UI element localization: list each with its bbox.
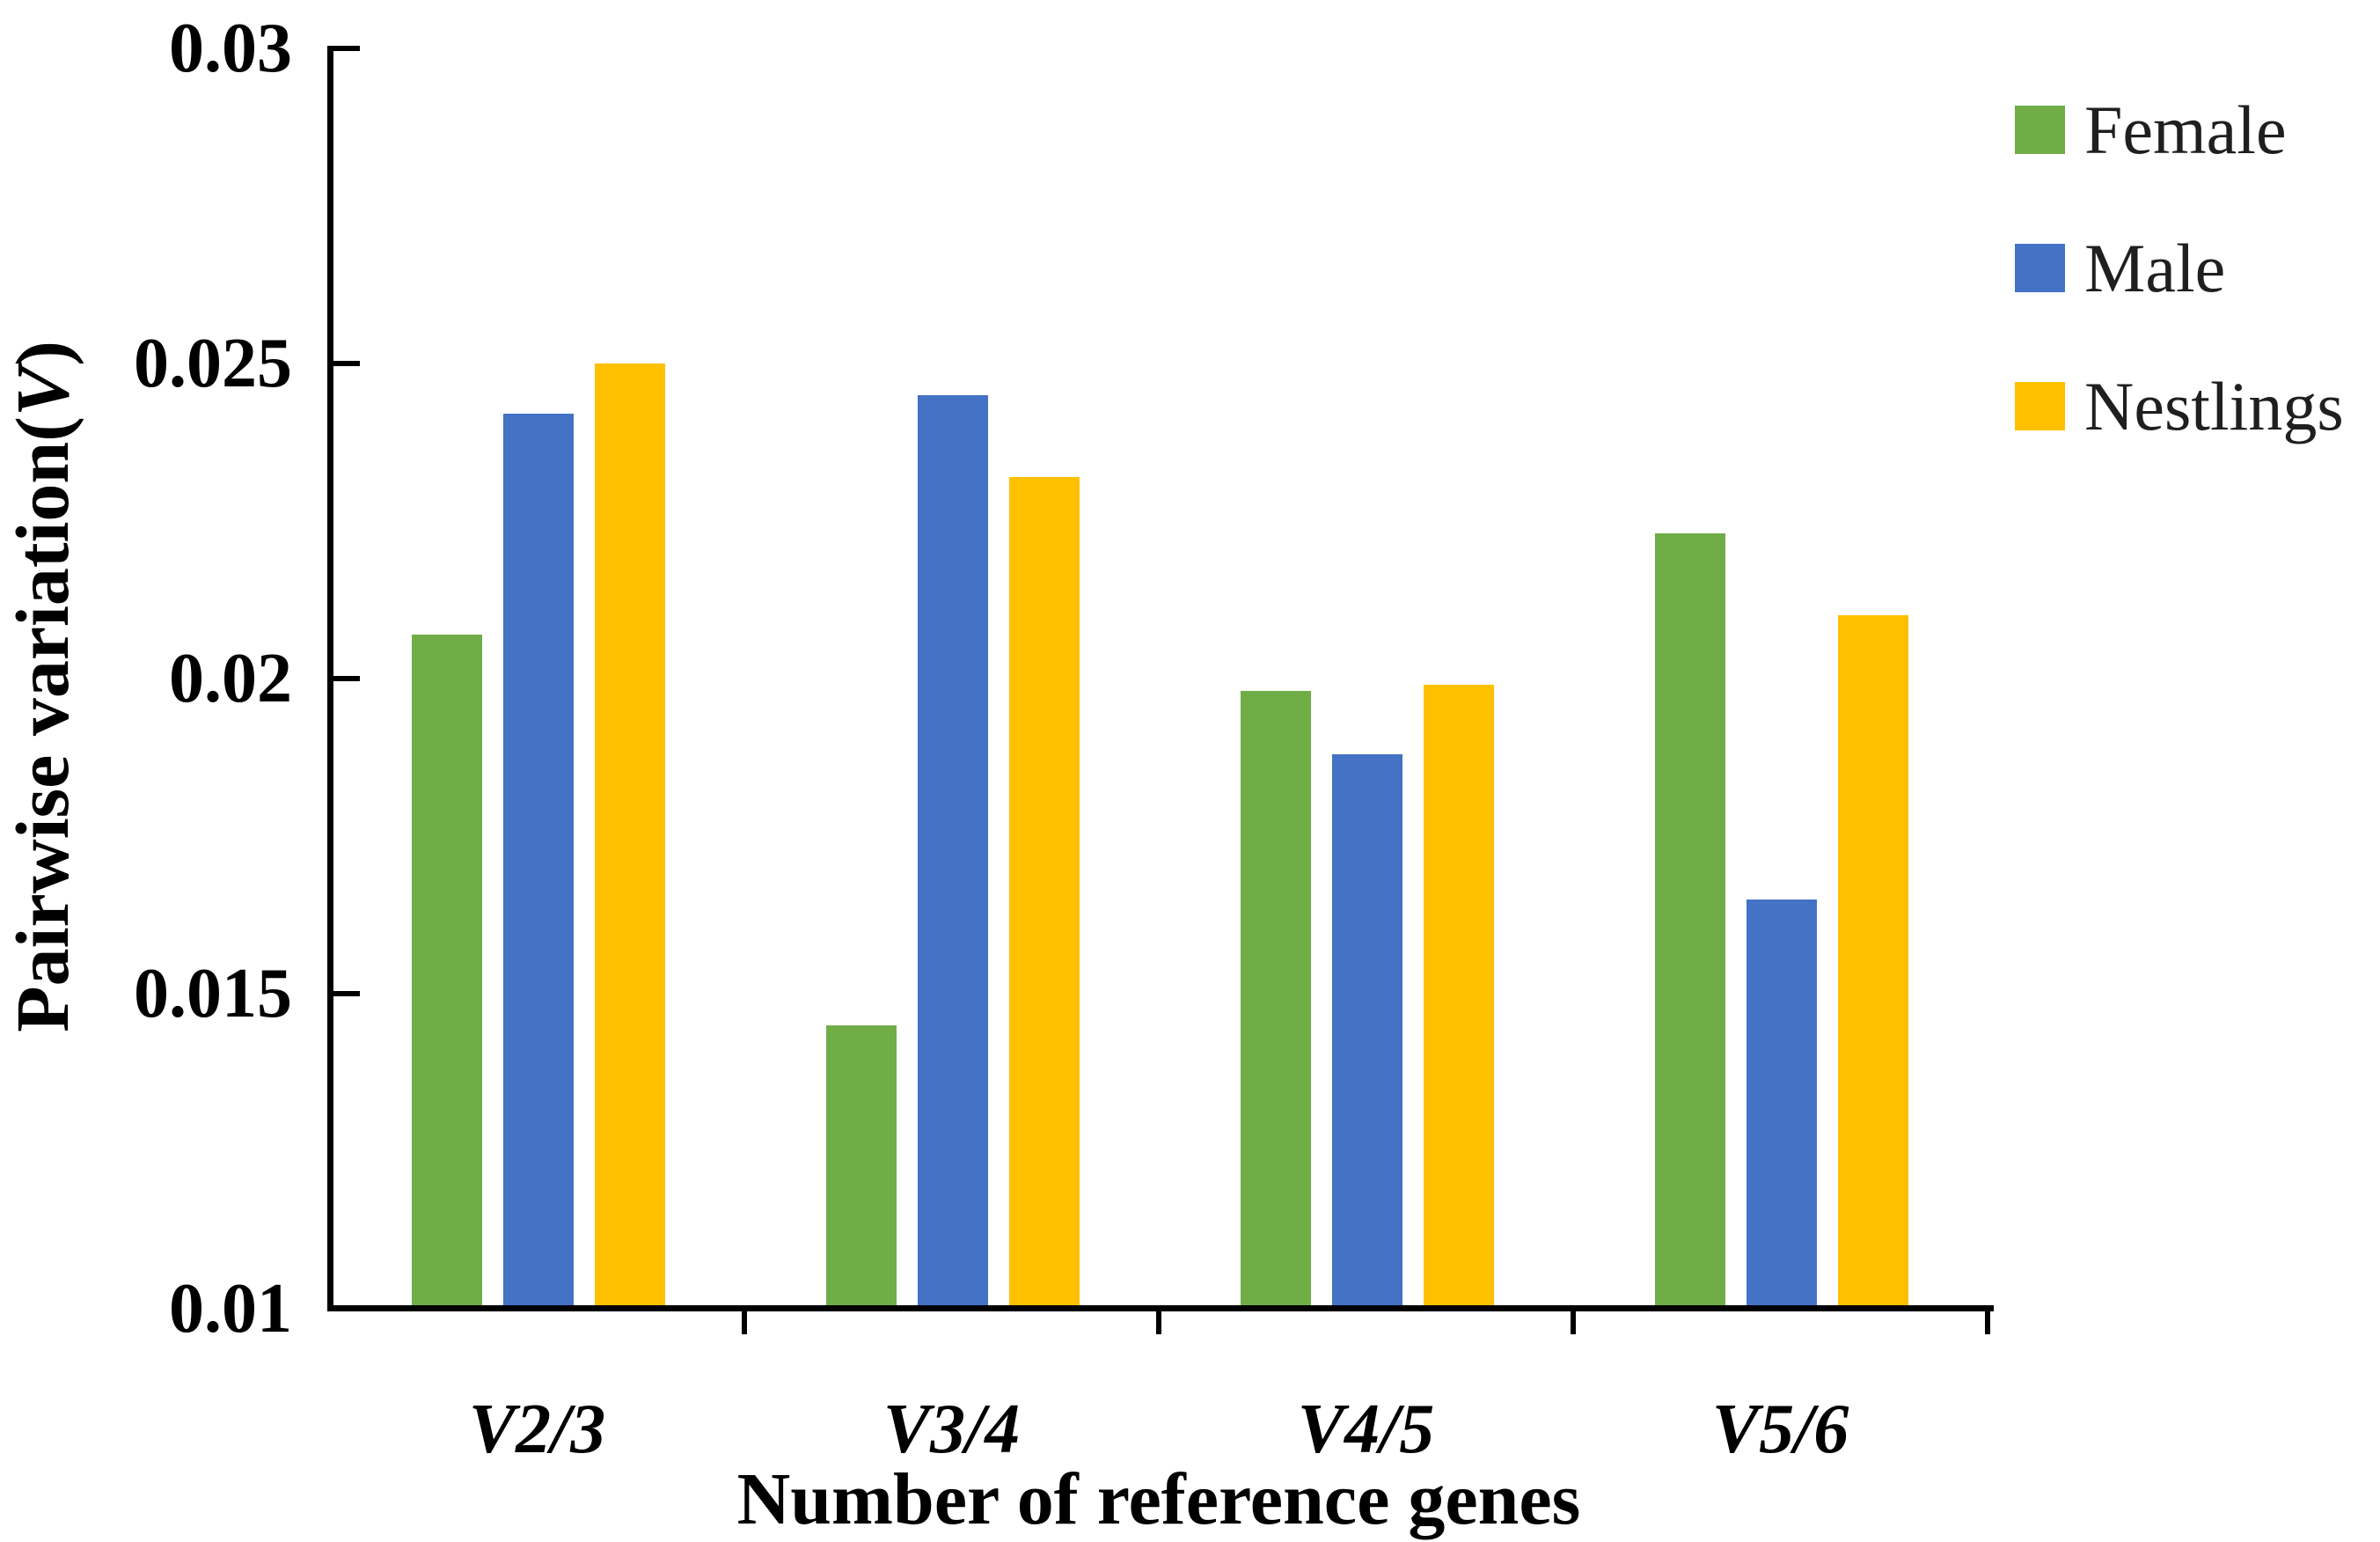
- x-axis-tick: [1985, 1305, 1990, 1334]
- legend: Female Male Nestlings: [2015, 92, 2344, 444]
- legend-label-male: Male: [2084, 230, 2226, 306]
- legend-item-nestlings: Nestlings: [2015, 368, 2344, 444]
- legend-swatch-nestlings-icon: [2015, 382, 2065, 430]
- bar-nestlings-v2-3: [595, 363, 665, 1309]
- y-axis-tick: [333, 361, 360, 366]
- bar-nestlings-v4-5: [1424, 685, 1494, 1309]
- y-tick-label: 0.01: [169, 1270, 292, 1347]
- y-tick-label: 0.03: [169, 10, 292, 87]
- y-tick-label: 0.025: [134, 325, 292, 402]
- bar-male-v5-6: [1747, 899, 1817, 1309]
- x-axis-tick: [1156, 1305, 1161, 1334]
- y-tick-label: 0.02: [169, 640, 292, 717]
- bar-female-v3-4: [826, 1024, 897, 1309]
- y-axis-tick: [333, 46, 360, 51]
- bar-male-v4-5: [1332, 753, 1402, 1309]
- x-category-label: V4/5: [1297, 1391, 1435, 1468]
- legend-swatch-male-icon: [2015, 244, 2065, 292]
- legend-swatch-female-icon: [2015, 106, 2065, 154]
- legend-item-male: Male: [2015, 230, 2344, 306]
- bar-female-v2-3: [412, 634, 482, 1309]
- x-axis-title: Number of reference genes: [736, 1458, 1581, 1540]
- x-category-label: V3/4: [882, 1391, 1021, 1468]
- legend-label-nestlings: Nestlings: [2084, 368, 2344, 444]
- x-axis-tick: [742, 1305, 747, 1334]
- x-category-label: V2/3: [468, 1391, 606, 1468]
- x-axis-line: [327, 1305, 1994, 1311]
- y-axis-line: [327, 46, 333, 1311]
- x-category-label: V5/6: [1711, 1391, 1849, 1468]
- y-tick-label: 0.015: [134, 955, 292, 1032]
- bar-female-v4-5: [1241, 691, 1311, 1309]
- y-axis-tick: [333, 991, 360, 996]
- x-axis-tick: [1571, 1305, 1576, 1334]
- legend-label-female: Female: [2084, 92, 2287, 168]
- bar-female-v5-6: [1655, 533, 1725, 1309]
- y-axis-tick: [333, 676, 360, 681]
- bar-nestlings-v3-4: [1009, 476, 1080, 1309]
- bar-male-v3-4: [918, 394, 988, 1309]
- bar-male-v2-3: [503, 414, 574, 1309]
- bar-nestlings-v5-6: [1838, 615, 1908, 1309]
- legend-item-female: Female: [2015, 92, 2344, 168]
